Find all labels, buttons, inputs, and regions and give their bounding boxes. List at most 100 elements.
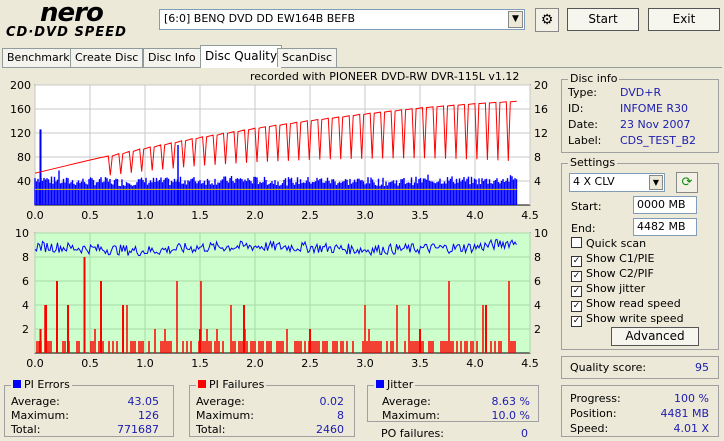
quality-score-box: Quality score: 95 <box>561 356 719 379</box>
upper-x-tick: 3.5 <box>411 209 429 222</box>
quick-scan-label: Quick scan <box>586 237 647 250</box>
show-c1-pie-checkbox[interactable]: ✓ Show C1/PIE <box>571 252 654 267</box>
disc-id-label: ID: <box>568 102 584 115</box>
lower-x-tick: 4.0 <box>466 357 484 370</box>
drive-select[interactable]: [6:0] BENQ DVD DD EW164B BEFB ▼ <box>159 9 525 30</box>
chevron-down-icon[interactable]: ▼ <box>508 11 523 28</box>
lower-plot-background <box>34 232 531 354</box>
tab-scandisc[interactable]: ScanDisc <box>277 48 338 67</box>
pi-failures-title-wrap: PI Failures <box>196 378 267 391</box>
lower-y-right-tick: 2 <box>534 323 541 336</box>
settings-group: Settings 4 X CLV ▼ ⟳ Start: 0000 MB End:… <box>561 156 719 350</box>
show-c2-pif-label: Show C2/PIF <box>586 267 654 280</box>
upper-y-left-tick: 160 <box>10 103 31 116</box>
pi-errors-avg-value: 43.05 <box>127 395 160 408</box>
position-label: Position: <box>570 407 617 420</box>
pi-errors-max-value: 126 <box>138 409 159 422</box>
po-failures-label: PO failures: <box>381 427 444 440</box>
show-write-speed-label: Show write speed <box>586 312 684 325</box>
lower-chart: 10 8 6 4 2 10 8 6 4 2 0.0 0.5 1.0 1.5 2.0 2.5 3.0 3.5 4.0 4… <box>0 226 560 374</box>
refresh-drive-button[interactable]: ⚙ <box>535 8 559 32</box>
lower-y-right-tick: 6 <box>534 275 541 288</box>
chevron-down-icon[interactable]: ▼ <box>649 175 663 190</box>
upper-chart: recorded with PIONEER DVD-RW DVR-115L v1… <box>0 68 560 228</box>
checkbox-box[interactable] <box>571 237 582 248</box>
lower-y-left-tick: 4 <box>22 299 29 312</box>
pi-failures-total-value: 2460 <box>316 423 344 436</box>
lower-y-right-tick: 10 <box>534 227 548 240</box>
lower-chart-svg: 10 8 6 4 2 10 8 6 4 2 0.0 0.5 1.0 1.5 2.0 2.5 3.0 3.5 4.0 4… <box>15 227 548 370</box>
upper-y-right-tick: 16 <box>534 103 548 116</box>
progress-box: Progress: 100 % Position: 4481 MB Speed:… <box>561 385 719 437</box>
lower-y-left-tick: 8 <box>22 251 29 264</box>
upper-x-tick: 2.0 <box>246 209 264 222</box>
nero-logo: nero CD·DVD SPEED <box>4 0 154 42</box>
disc-info-title: Disc info <box>568 72 620 85</box>
exit-button[interactable]: Exit <box>648 8 720 31</box>
jitter-title-wrap: Jitter <box>374 378 416 391</box>
pi-errors-avg-label: Average: <box>11 395 60 408</box>
jitter-color-icon <box>376 380 384 388</box>
tab-create-disc[interactable]: Create Disc <box>70 48 144 67</box>
upper-x-tick: 1.5 <box>191 209 209 222</box>
tab-disc-quality[interactable]: Disc Quality <box>200 45 283 68</box>
disc-label-label: Label: <box>568 134 602 147</box>
show-jitter-checkbox[interactable]: ✓ Show jitter <box>571 282 645 297</box>
disc-id-value: INFOME R30 <box>620 102 689 115</box>
settings-title: Settings <box>568 156 618 169</box>
lower-x-tick: 1.5 <box>191 357 209 370</box>
logo-sub: CD·DVD SPEED <box>6 25 127 40</box>
refresh-icon: ⟳ <box>681 175 693 190</box>
show-jitter-label: Show jitter <box>586 282 646 295</box>
logo-main: nero <box>40 0 104 28</box>
advanced-button[interactable]: Advanced <box>611 327 699 346</box>
pi-failures-max-value: 8 <box>337 409 344 422</box>
start-field[interactable]: 0000 MB <box>633 196 697 214</box>
disc-label-value: CDS_TEST_B2 <box>620 134 697 147</box>
quick-scan-checkbox[interactable]: Quick scan <box>571 237 646 250</box>
lower-y-right-tick: 4 <box>534 299 541 312</box>
lower-x-tick: 3.5 <box>411 357 429 370</box>
jitter-avg-value: 8.63 % <box>491 395 530 408</box>
position-value: 4481 MB <box>660 407 709 420</box>
show-c1-pie-label: Show C1/PIE <box>586 252 655 265</box>
check-icon[interactable]: ✓ <box>571 256 582 267</box>
upper-y-left-tick: 120 <box>10 127 31 140</box>
upper-y-right-tick: 8 <box>534 151 541 164</box>
pi-errors-max-label: Maximum: <box>11 409 69 422</box>
tab-disc-info[interactable]: Disc Info <box>143 48 201 67</box>
refresh-speed-button[interactable]: ⟳ <box>676 172 698 193</box>
show-write-speed-checkbox[interactable]: ✓ Show write speed <box>571 312 684 327</box>
pi-errors-title: PI Errors <box>24 378 70 391</box>
upper-chart-title: recorded with PIONEER DVD-RW DVR-115L v1… <box>250 70 519 83</box>
upper-y-right-tick: 12 <box>534 127 548 140</box>
check-icon[interactable]: ✓ <box>571 301 582 312</box>
speed-select-value: 4 X CLV <box>573 175 615 188</box>
upper-x-tick: 1.0 <box>136 209 154 222</box>
pi-failures-group: PI Failures Average: 0.02 Maximum: 8 Tot… <box>189 378 355 437</box>
show-c2-pif-checkbox[interactable]: ✓ Show C2/PIF <box>571 267 654 282</box>
start-button[interactable]: Start <box>567 8 639 31</box>
lower-y-left-tick: 10 <box>15 227 29 240</box>
pi-failures-color-icon <box>198 380 206 388</box>
po-failures-value: 0 <box>521 427 528 440</box>
disc-info-group: Disc info Type: DVD+R ID: INFOME R30 Dat… <box>561 72 719 153</box>
upper-y-left-tick: 200 <box>10 79 31 92</box>
check-icon[interactable]: ✓ <box>571 271 582 282</box>
upper-x-tick: 2.5 <box>301 209 319 222</box>
disc-date-label: Date: <box>568 118 598 131</box>
progress-label: Progress: <box>570 392 621 405</box>
show-read-speed-checkbox[interactable]: ✓ Show read speed <box>571 297 681 312</box>
pi-failures-title: PI Failures <box>209 378 265 391</box>
check-icon[interactable]: ✓ <box>571 286 582 297</box>
check-icon[interactable]: ✓ <box>571 316 582 327</box>
disc-type-value: DVD+R <box>620 86 662 99</box>
upper-y-left-tick: 80 <box>17 151 31 164</box>
tab-benchmark[interactable]: Benchmark <box>2 48 75 67</box>
lower-x-tick: 4.5 <box>521 357 539 370</box>
speed-select[interactable]: 4 X CLV ▼ <box>569 173 665 192</box>
lower-y-right-tick: 8 <box>534 251 541 264</box>
end-field[interactable]: 4482 MB <box>633 218 697 236</box>
upper-chart-svg: recorded with PIONEER DVD-RW DVR-115L v1… <box>10 70 548 222</box>
lower-x-tick: 2.0 <box>246 357 264 370</box>
